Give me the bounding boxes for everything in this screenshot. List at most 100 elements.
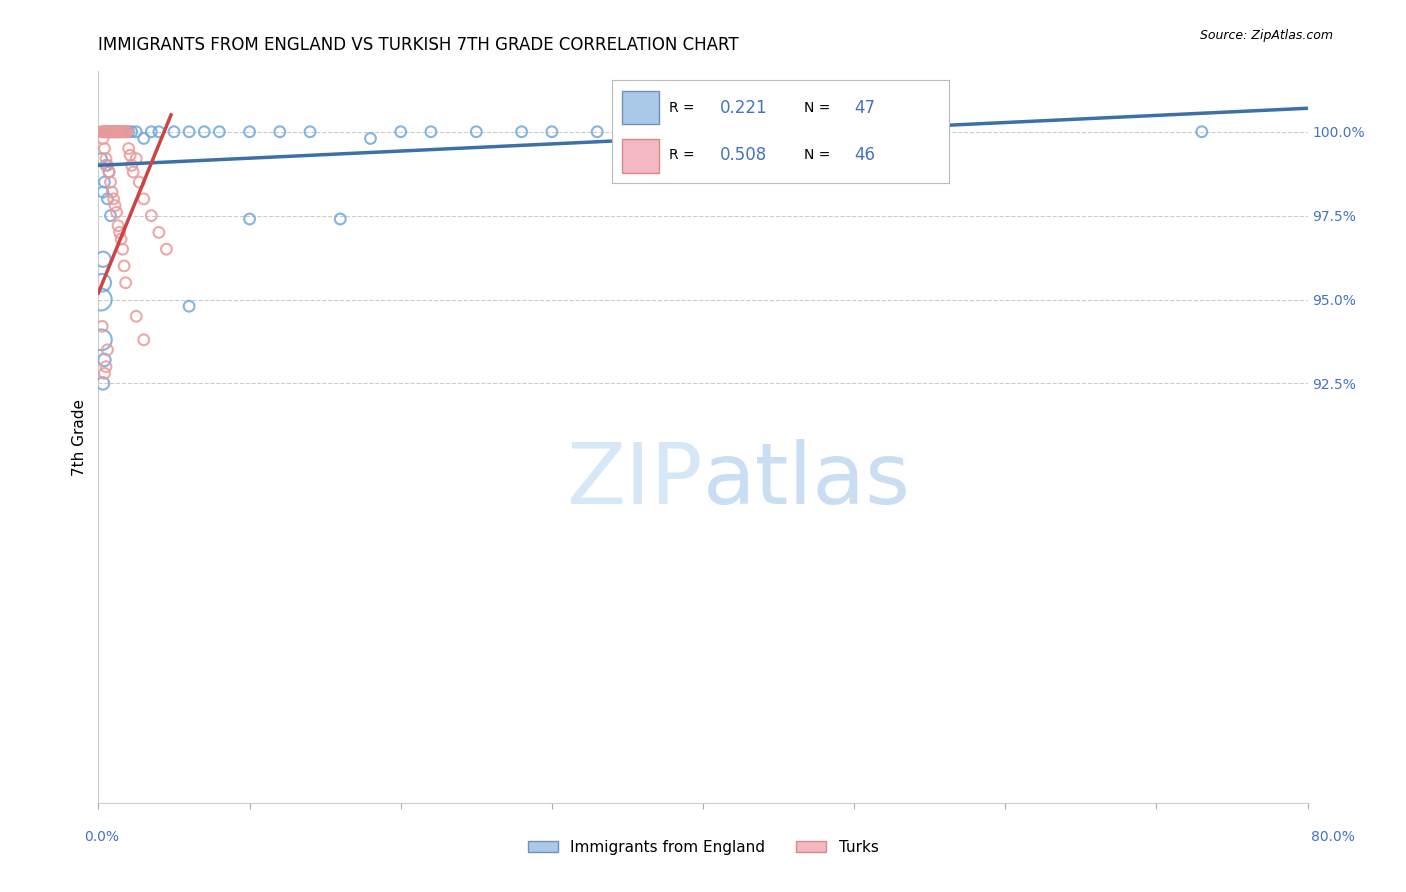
- Point: [163, 125, 186, 139]
- Text: N =: N =: [804, 101, 835, 115]
- Point: [94, 359, 117, 374]
- Point: [90, 125, 112, 139]
- Point: [1191, 125, 1213, 139]
- Point: [104, 125, 127, 139]
- Text: N =: N =: [804, 148, 835, 162]
- Text: 0.0%: 0.0%: [84, 830, 118, 844]
- Point: [692, 125, 714, 139]
- Point: [91, 131, 114, 145]
- Point: [114, 125, 136, 139]
- Point: [100, 125, 122, 139]
- Point: [103, 125, 125, 139]
- Point: [114, 276, 136, 290]
- Point: [389, 125, 412, 139]
- Point: [101, 185, 124, 199]
- Point: [100, 125, 122, 139]
- Point: [179, 125, 201, 139]
- Text: 46: 46: [855, 146, 876, 164]
- Point: [96, 343, 118, 357]
- Point: [125, 310, 148, 324]
- Point: [208, 125, 231, 139]
- Point: [105, 125, 128, 139]
- Point: [91, 125, 114, 139]
- Point: [179, 299, 201, 313]
- Point: [105, 205, 128, 219]
- Point: [91, 252, 114, 267]
- Point: [91, 276, 114, 290]
- Point: [148, 125, 170, 139]
- Point: [122, 165, 145, 179]
- Point: [91, 376, 114, 391]
- Point: [90, 333, 112, 347]
- Point: [93, 125, 115, 139]
- Text: atlas: atlas: [703, 440, 911, 523]
- Text: R =: R =: [669, 101, 699, 115]
- Point: [360, 131, 382, 145]
- Point: [96, 125, 118, 139]
- Point: [98, 165, 121, 179]
- Point: [110, 125, 132, 139]
- Text: R =: R =: [669, 148, 699, 162]
- Point: [93, 352, 115, 367]
- Point: [112, 125, 135, 139]
- Point: [100, 175, 122, 189]
- Point: [107, 125, 129, 139]
- Point: [329, 212, 352, 227]
- Point: [111, 242, 134, 256]
- Point: [105, 125, 128, 139]
- Point: [100, 209, 122, 223]
- Point: [111, 125, 134, 139]
- FancyBboxPatch shape: [621, 91, 659, 124]
- Point: [132, 192, 155, 206]
- Point: [98, 125, 121, 139]
- Point: [96, 158, 118, 172]
- Point: [98, 165, 121, 179]
- Point: [96, 192, 118, 206]
- Point: [107, 125, 129, 139]
- Point: [118, 125, 141, 139]
- Point: [110, 125, 132, 139]
- Point: [465, 125, 488, 139]
- Point: [541, 125, 564, 139]
- Text: 80.0%: 80.0%: [1310, 830, 1355, 844]
- Point: [155, 242, 177, 256]
- Point: [90, 293, 112, 307]
- Point: [111, 125, 134, 139]
- Text: 47: 47: [855, 99, 876, 117]
- Point: [114, 125, 136, 139]
- Point: [94, 158, 117, 172]
- Point: [269, 125, 291, 139]
- Point: [103, 125, 125, 139]
- Point: [96, 125, 118, 139]
- Text: 0.508: 0.508: [720, 146, 766, 164]
- Text: ZIP: ZIP: [567, 440, 703, 523]
- Point: [132, 131, 155, 145]
- Point: [132, 333, 155, 347]
- Point: [420, 125, 443, 139]
- Point: [299, 125, 322, 139]
- Point: [510, 125, 533, 139]
- Point: [118, 142, 141, 156]
- FancyBboxPatch shape: [621, 139, 659, 173]
- Point: [90, 152, 112, 166]
- Text: 0.221: 0.221: [720, 99, 768, 117]
- Point: [91, 185, 114, 199]
- Point: [125, 152, 148, 166]
- Point: [101, 125, 124, 139]
- Point: [103, 192, 125, 206]
- Text: IMMIGRANTS FROM ENGLAND VS TURKISH 7TH GRADE CORRELATION CHART: IMMIGRANTS FROM ENGLAND VS TURKISH 7TH G…: [98, 36, 740, 54]
- Point: [93, 142, 115, 156]
- Point: [112, 259, 135, 273]
- Y-axis label: 7th Grade: 7th Grade: [72, 399, 87, 475]
- Point: [101, 125, 124, 139]
- Point: [104, 198, 127, 212]
- Point: [586, 125, 609, 139]
- Point: [94, 125, 117, 139]
- Point: [108, 125, 131, 139]
- Point: [93, 125, 115, 139]
- Point: [107, 219, 129, 233]
- Point: [93, 175, 115, 189]
- Text: Source: ZipAtlas.com: Source: ZipAtlas.com: [1199, 29, 1333, 42]
- Point: [104, 125, 127, 139]
- Point: [193, 125, 215, 139]
